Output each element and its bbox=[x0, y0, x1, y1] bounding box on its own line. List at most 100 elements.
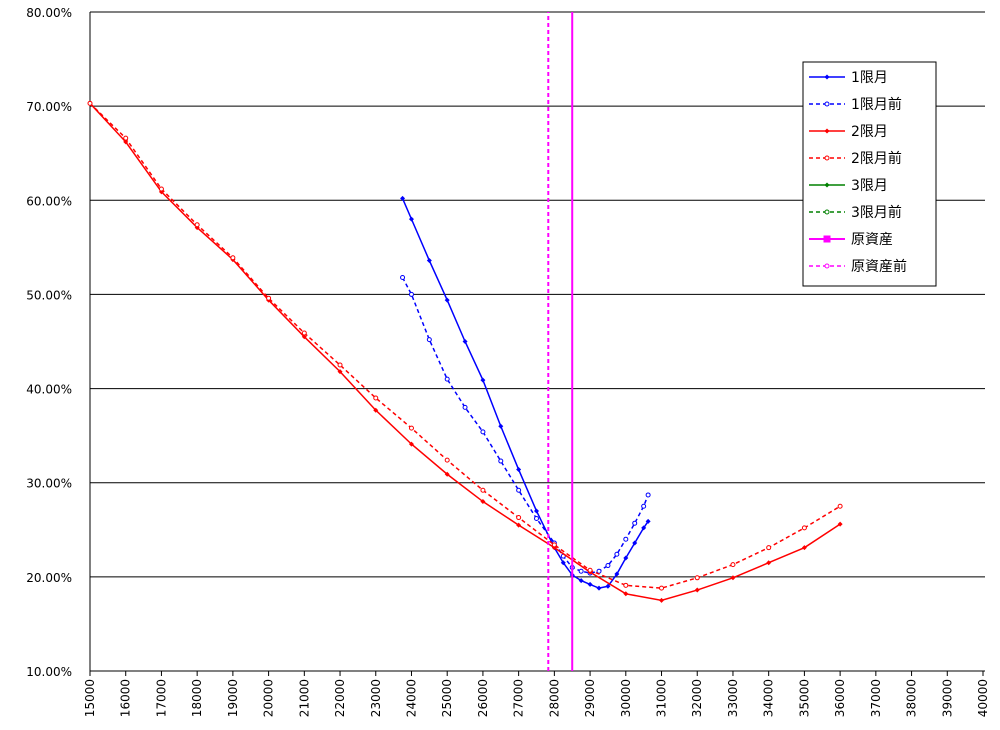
marker bbox=[123, 135, 129, 141]
y-tick-label: 20.00% bbox=[26, 571, 72, 585]
marker bbox=[498, 458, 504, 464]
y-tick-label: 60.00% bbox=[26, 194, 72, 208]
legend-label: 原資産 bbox=[851, 232, 893, 248]
marker bbox=[694, 575, 700, 581]
marker bbox=[632, 520, 638, 526]
marker bbox=[587, 581, 593, 587]
x-tick-label: 20000 bbox=[262, 679, 276, 717]
marker bbox=[823, 235, 831, 243]
marker bbox=[444, 297, 450, 303]
marker bbox=[426, 258, 432, 264]
marker bbox=[632, 540, 638, 546]
marker bbox=[801, 545, 807, 551]
marker bbox=[480, 499, 486, 505]
legend-label: 2限月前 bbox=[851, 150, 902, 167]
marker bbox=[730, 562, 736, 568]
legend-label: 原資産前 bbox=[851, 258, 907, 275]
x-tick-label: 34000 bbox=[762, 679, 776, 717]
marker bbox=[194, 222, 200, 228]
x-tick-label: 37000 bbox=[869, 679, 883, 717]
x-tick-label: 36000 bbox=[833, 679, 847, 717]
marker bbox=[623, 582, 629, 588]
marker bbox=[444, 457, 450, 463]
x-tick-label: 29000 bbox=[583, 679, 597, 717]
x-tick-label: 40000 bbox=[976, 679, 990, 717]
marker bbox=[645, 492, 651, 498]
marker bbox=[623, 591, 629, 597]
marker bbox=[694, 587, 700, 593]
marker bbox=[659, 597, 665, 603]
series bbox=[87, 100, 843, 591]
marker bbox=[837, 521, 843, 527]
y-tick-label: 10.00% bbox=[26, 665, 72, 679]
x-tick-label: 33000 bbox=[726, 679, 740, 717]
x-tick-label: 35000 bbox=[797, 679, 811, 717]
marker bbox=[408, 441, 414, 447]
marker bbox=[837, 503, 843, 509]
marker bbox=[444, 471, 450, 477]
x-tick-label: 26000 bbox=[476, 679, 490, 717]
x-tick-label: 22000 bbox=[333, 679, 347, 717]
marker bbox=[623, 555, 629, 561]
marker bbox=[766, 560, 772, 566]
marker bbox=[400, 274, 406, 280]
marker bbox=[462, 339, 468, 344]
marker bbox=[641, 525, 647, 531]
x-tick-label: 38000 bbox=[905, 679, 919, 717]
marker bbox=[587, 567, 593, 573]
x-tick-label: 25000 bbox=[440, 679, 454, 717]
x-tick-label: 32000 bbox=[690, 679, 704, 717]
series bbox=[87, 100, 843, 603]
series-line bbox=[89, 102, 841, 602]
marker bbox=[516, 515, 522, 521]
marker bbox=[337, 369, 343, 375]
marker bbox=[824, 182, 830, 188]
marker bbox=[560, 560, 566, 566]
marker bbox=[551, 542, 557, 548]
marker bbox=[824, 128, 830, 134]
x-tick-label: 18000 bbox=[190, 679, 204, 717]
marker bbox=[534, 508, 539, 514]
x-tick-label: 16000 bbox=[119, 679, 133, 717]
marker bbox=[659, 585, 665, 591]
marker bbox=[516, 487, 522, 493]
marker bbox=[614, 551, 620, 557]
series-line bbox=[89, 102, 841, 589]
marker bbox=[605, 563, 611, 569]
marker bbox=[400, 195, 406, 201]
legend-label: 3限月前 bbox=[851, 204, 902, 221]
x-tick-label: 27000 bbox=[512, 679, 526, 717]
marker bbox=[824, 74, 830, 80]
marker bbox=[645, 518, 651, 524]
y-tick-label: 40.00% bbox=[26, 383, 72, 397]
marker bbox=[462, 404, 468, 410]
y-tick-label: 80.00% bbox=[26, 6, 72, 20]
marker bbox=[373, 407, 379, 413]
marker bbox=[623, 536, 629, 542]
marker bbox=[605, 583, 611, 589]
y-tick-label: 50.00% bbox=[26, 288, 72, 302]
legend-label: 3限月 bbox=[851, 178, 888, 194]
y-tick-label: 30.00% bbox=[26, 477, 72, 491]
marker bbox=[801, 525, 807, 531]
marker bbox=[301, 334, 307, 340]
marker bbox=[408, 216, 414, 222]
marker bbox=[266, 295, 272, 301]
marker bbox=[824, 101, 830, 107]
legend-label: 2限月 bbox=[851, 124, 888, 140]
marker bbox=[824, 209, 830, 215]
x-tick-label: 30000 bbox=[619, 679, 633, 717]
marker bbox=[426, 337, 432, 343]
marker bbox=[824, 155, 830, 161]
legend-label: 1限月 bbox=[851, 70, 888, 86]
marker bbox=[444, 376, 450, 382]
x-tick-label: 28000 bbox=[547, 679, 561, 717]
x-tick-label: 15000 bbox=[83, 679, 97, 717]
marker bbox=[824, 263, 830, 269]
legend-box bbox=[802, 61, 937, 287]
marker bbox=[534, 515, 539, 521]
x-tick-label: 17000 bbox=[154, 679, 168, 717]
marker bbox=[516, 522, 522, 528]
